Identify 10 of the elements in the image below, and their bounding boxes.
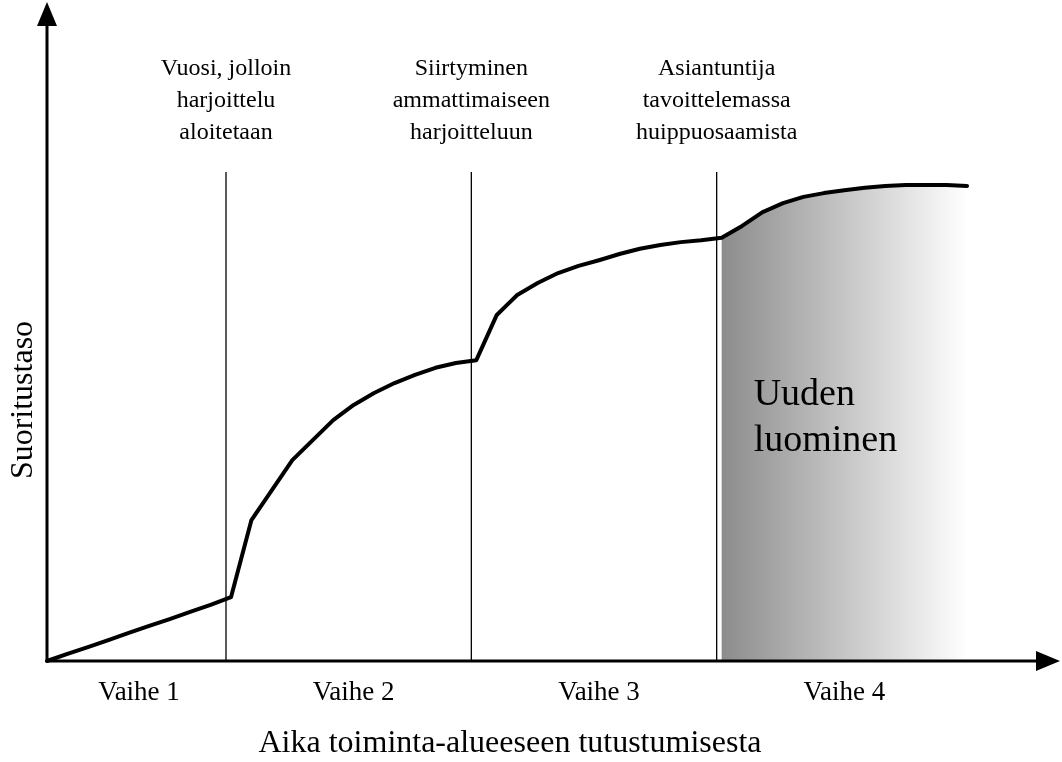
y-axis-title: Suoritustaso	[3, 320, 39, 480]
text: Vaihe 2	[312, 676, 395, 706]
text: Asiantuntija tavoittelemassa huippuosaamista	[636, 54, 798, 144]
annotation: Uuden luominen	[753, 371, 898, 459]
text: Vuosi, jolloin harjoittelu aloitetaan	[160, 54, 292, 144]
text: Siirtyminen ammattimaiseen harjoitteluun	[392, 54, 550, 144]
text: Vaihe 1	[98, 676, 180, 706]
x-axis-title: Aika toiminta-alueeseen tutustumisesta	[258, 723, 762, 759]
text: Vaihe 3	[558, 676, 640, 706]
text: Vaihe 4	[803, 676, 886, 706]
